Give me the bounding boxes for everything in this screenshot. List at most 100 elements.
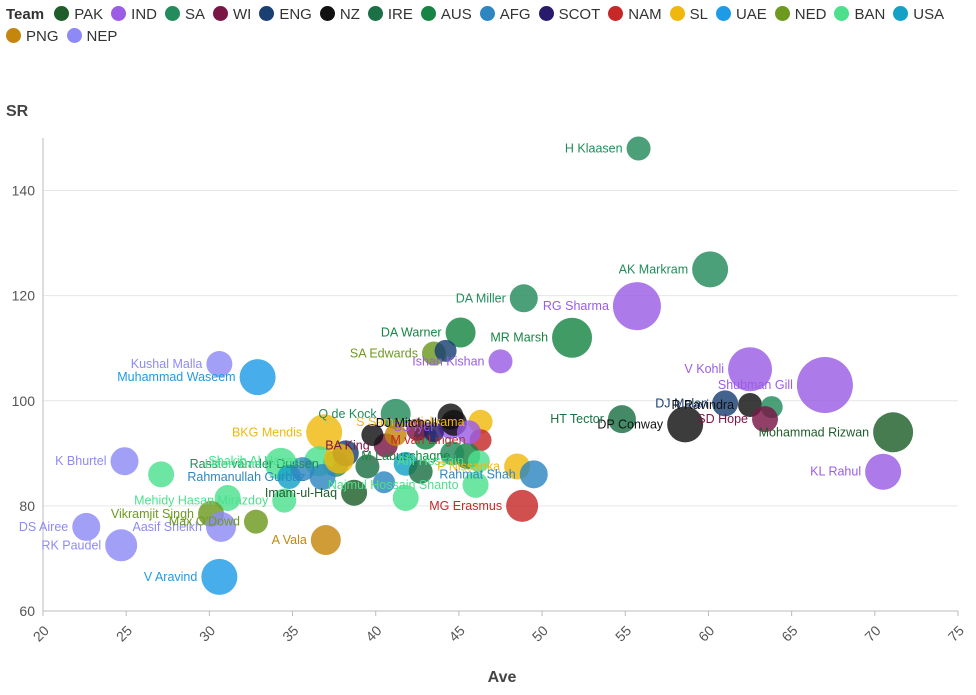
legend-label: AFG	[499, 6, 531, 23]
bubble-mr-marsh[interactable]	[552, 317, 593, 358]
point-label: Vikramjit Singh	[111, 507, 194, 521]
bubble-k-bhurtel[interactable]	[110, 447, 139, 476]
bubble-afif-hossain[interactable]	[467, 450, 490, 473]
legend-item-ire[interactable]: IRE	[367, 4, 413, 26]
point-label: Shakib Al Hasan	[208, 454, 300, 468]
legend-item-uae[interactable]: UAE	[715, 4, 767, 26]
bubble-rg-sharma[interactable]	[612, 282, 661, 331]
bubble-rahmanullah-gurbaz[interactable]	[309, 463, 336, 490]
bubble-ind[interactable]	[456, 420, 481, 445]
legend-label: SA	[185, 6, 206, 23]
bubble-da-miller[interactable]	[509, 284, 538, 313]
legend-item-sl[interactable]: SL	[669, 4, 708, 26]
point-label: Rassie van der Dussen	[190, 457, 319, 471]
point-label: Rahmat Shah	[439, 467, 515, 481]
bubble-bkg-mendis[interactable]	[306, 414, 343, 451]
point-label: H Klaasen	[565, 142, 623, 156]
x-tick-label: 40	[362, 622, 384, 644]
point-label: MG Erasmus	[429, 499, 502, 513]
point-label: Aasif Sheikh	[133, 520, 203, 534]
x-tick-label: 70	[861, 622, 883, 644]
legend-item-png[interactable]: PNG	[6, 26, 59, 48]
point-label: Ishan Kishan	[412, 354, 484, 368]
legend-swatch	[538, 6, 554, 21]
legend-item-ind[interactable]: IND	[111, 4, 157, 26]
bubble-v-kohli[interactable]	[728, 347, 773, 392]
legend-item-nam[interactable]: NAM	[608, 4, 662, 26]
bubble-ht-tector[interactable]	[607, 405, 636, 434]
bubble-sd-hope[interactable]	[752, 406, 779, 433]
bubble-sa[interactable]	[440, 441, 465, 466]
bubble-mohammad-rizwan[interactable]	[873, 412, 914, 453]
point-label: SD Hope	[697, 412, 748, 426]
bubble-da-warner[interactable]	[445, 317, 476, 348]
legend-label: IRE	[387, 6, 413, 23]
bubble-rahmat-shah[interactable]	[519, 460, 548, 489]
point-label: V Aravind	[144, 570, 198, 584]
bubble-kushal-malla[interactable]	[206, 350, 233, 377]
legend-item-pak[interactable]: PAK	[54, 4, 103, 26]
bubble-q-de-kock[interactable]	[380, 398, 411, 429]
bubble-ishan-kishan[interactable]	[488, 349, 513, 374]
bubble-ban[interactable]	[148, 461, 175, 488]
bubble-v-aravind[interactable]	[201, 558, 238, 595]
bubble-rk-paudel[interactable]	[105, 529, 138, 562]
y-tick-label: 100	[12, 393, 36, 409]
legend-item-aus[interactable]: AUS	[420, 4, 472, 26]
bubble-dp-conway[interactable]	[667, 406, 704, 443]
point-label: DA Warner	[381, 325, 442, 339]
x-tick-label: 25	[113, 622, 135, 644]
legend-item-usa[interactable]: USA	[893, 4, 944, 26]
bubble-ban[interactable]	[214, 485, 241, 512]
bubble-max-o-dowd[interactable]	[243, 509, 268, 534]
bubble-dj-malan[interactable]	[712, 390, 739, 417]
x-tick-label: 55	[612, 622, 634, 644]
bubble-nz[interactable]	[437, 403, 464, 430]
legend-swatch	[165, 6, 180, 21]
bubble-aasif-sheikh[interactable]	[206, 511, 237, 542]
x-tick-label: 20	[30, 622, 52, 644]
legend-swatch	[608, 6, 624, 21]
bubble-wi[interactable]	[406, 418, 429, 441]
bubble-png[interactable]	[384, 423, 407, 446]
bubble-imam-ul-haq[interactable]	[341, 479, 368, 506]
legend-swatch	[6, 28, 21, 43]
bubble-kl-rahul[interactable]	[865, 453, 902, 490]
bubble-ire[interactable]	[408, 459, 433, 484]
legend-item-wi[interactable]: WI	[213, 4, 251, 26]
bubble-afg[interactable]	[373, 471, 396, 494]
bubble-shubman-gill[interactable]	[796, 357, 853, 414]
bubble-nz[interactable]	[361, 423, 384, 446]
bubble-a-vala[interactable]	[310, 525, 341, 556]
point-label: P Nissanka	[437, 459, 500, 473]
bubble-ban[interactable]	[392, 485, 419, 512]
bubble-muhammad-waseem[interactable]	[239, 359, 276, 396]
legend-item-scot[interactable]: SCOT	[538, 4, 600, 26]
legend-item-ban[interactable]: BAN	[834, 4, 885, 26]
legend-item-eng[interactable]: ENG	[259, 4, 312, 26]
bubble-afg[interactable]	[290, 457, 315, 482]
legend-item-nz[interactable]: NZ	[319, 4, 360, 26]
bubble-eng[interactable]	[434, 339, 457, 362]
legend-label: NED	[794, 6, 827, 23]
bubble-scot[interactable]	[423, 422, 444, 443]
legend-item-ned[interactable]: NED	[774, 4, 827, 26]
legend-label: NAM	[628, 6, 662, 23]
legend-swatch	[213, 6, 229, 21]
legend-label: NZ	[339, 6, 360, 23]
x-tick-label: 60	[695, 622, 717, 644]
legend-item-afg[interactable]: AFG	[479, 4, 531, 26]
bubble-ak-markram[interactable]	[692, 251, 729, 288]
bubble-ds-airee[interactable]	[72, 512, 101, 541]
point-label: Muhammad Waseem	[117, 370, 235, 384]
bubble-ire[interactable]	[355, 454, 380, 479]
bubble-najmul-hossain-shanto[interactable]	[462, 471, 489, 498]
legend-label: WI	[233, 6, 252, 23]
bubble-h-klaasen[interactable]	[626, 136, 651, 161]
legend-item-sa[interactable]: SA	[165, 4, 205, 26]
legend-swatch	[259, 6, 275, 21]
bubble-mehidy-hasan-mirazdoy[interactable]	[272, 488, 297, 513]
bubble-mg-erasmus[interactable]	[506, 489, 539, 522]
legend-item-nep[interactable]: NEP	[66, 26, 117, 48]
bubble-sl[interactable]	[324, 443, 355, 474]
